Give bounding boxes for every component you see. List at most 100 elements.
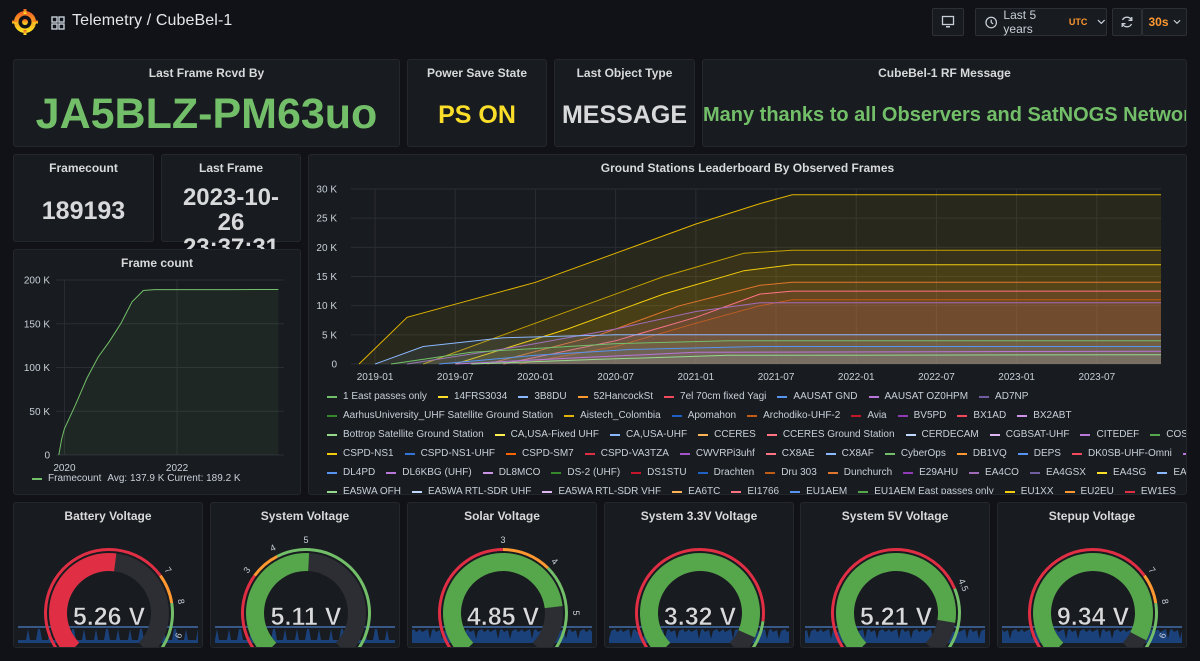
legend-item[interactable]: CSPD-NS1 [327, 444, 394, 463]
gauge-chart[interactable]: 0789109.34 V [998, 525, 1187, 647]
legend-item[interactable]: BX1AD [957, 406, 1006, 425]
gauge-chart[interactable]: 0789105.26 V [14, 525, 203, 647]
legend-item[interactable]: DB1VQ [956, 444, 1007, 463]
legend-item[interactable]: EW1ES [1124, 482, 1176, 494]
legend-item[interactable]: EA5WA QFH [327, 482, 401, 494]
legend-item[interactable]: CERDECAM [905, 425, 979, 444]
gauge-threshold-band [253, 555, 278, 577]
legend-item[interactable]: EU2EU [1064, 482, 1114, 494]
legend-item[interactable]: CWVRPi3uhf [679, 444, 755, 463]
legend-item[interactable]: AarhusUniversity_UHF Satellite Ground St… [327, 406, 553, 425]
clock-icon [985, 16, 998, 28]
legend-item[interactable]: DL4PD [327, 463, 375, 482]
legend-row: CSPD-NS1 CSPD-NS1-UHF CSPD-SM7 CSPD-VA3TZA C… [309, 444, 1186, 463]
legend-item[interactable]: EA5WA [1157, 463, 1186, 482]
legend-item[interactable]: Drachten [697, 463, 754, 482]
refresh-button[interactable] [1112, 8, 1142, 36]
legend-label: COSPAR 8049 [1166, 429, 1186, 440]
legend-item[interactable]: DL6KBG (UHF) [386, 463, 472, 482]
legend-item[interactable]: CGBSAT-UHF [989, 425, 1069, 444]
legend-item[interactable]: AAUSAT GND [777, 387, 858, 406]
legend-item[interactable]: 7el 70cm fixed Yagi [664, 387, 766, 406]
refresh-interval-label: 30s [1148, 15, 1169, 29]
legend-item[interactable]: EU1XX [1004, 482, 1054, 494]
legend-item[interactable]: Bottrop Satellite Ground Station [327, 425, 484, 444]
legend-item[interactable]: EU1AEM [790, 482, 847, 494]
gauge-panel: System 3.3V Voltage 03.63.32 V [604, 502, 794, 648]
legend-swatch [765, 452, 776, 455]
legend-item[interactable]: DK0SB-UHF-Omni [1071, 444, 1172, 463]
refresh-interval-picker[interactable]: 30s [1142, 8, 1187, 36]
legend-item[interactable]: EA4CO [969, 463, 1019, 482]
legend-row: AarhusUniversity_UHF Satellite Ground St… [309, 406, 1186, 425]
legend-item[interactable]: Apomahon [671, 406, 736, 425]
legend-item[interactable]: EA6TC [672, 482, 720, 494]
legend-label: CWVRPi3uhf [695, 448, 755, 459]
gauge-chart[interactable]: 034564.85 V [408, 525, 597, 647]
legend-item[interactable]: CCERES Ground Station [766, 425, 895, 444]
legend-item[interactable]: EI1766 [731, 482, 779, 494]
legend-item[interactable]: DS1STU [631, 463, 687, 482]
legend-item[interactable]: DK3WN [1182, 444, 1186, 463]
legend-item[interactable]: CSPD-NS1-UHF [404, 444, 495, 463]
legend-item[interactable]: E29AHU [903, 463, 958, 482]
top-bar: Telemetry / CubeBel-1 Last 5 years UTC 3… [0, 0, 1200, 46]
legend-item[interactable]: CA,USA-UHF [610, 425, 687, 444]
gauge-chart[interactable]: 0345105.11 V [211, 525, 400, 647]
legend-item[interactable]: CITEDEF [1080, 425, 1139, 444]
legend-item[interactable]: CyberOps [884, 444, 946, 463]
legend-label: E29AHU [919, 467, 959, 478]
legend-item[interactable]: EA5WA RTL-SDR VHF [542, 482, 661, 494]
legend-series-name[interactable]: Framecount [48, 473, 102, 484]
legend-swatch [1064, 490, 1075, 493]
legend-item[interactable]: CCERES [698, 425, 756, 444]
rf-message-value: Many thanks to all Observers and SatNOGS… [703, 104, 1187, 126]
gauge-chart[interactable]: 04.565.21 V [801, 525, 990, 647]
legend-item[interactable]: Archodiko-UHF-2 [747, 406, 840, 425]
legend-item[interactable]: Aistech_Colombia [564, 406, 661, 425]
legend-label: AD7NP [995, 391, 1029, 402]
legend-item[interactable]: COSPAR 8049 [1150, 425, 1186, 444]
legend-swatch [679, 452, 690, 455]
legend-item[interactable]: BX2ABT [1017, 406, 1072, 425]
legend-item[interactable]: Avia [851, 406, 887, 425]
legend-item[interactable]: Dru 303 [765, 463, 817, 482]
legend-item[interactable]: DL8MCO [482, 463, 540, 482]
legend-item[interactable]: 1 East passes only [327, 387, 427, 406]
legend-item[interactable]: AD7NP [979, 387, 1028, 406]
tv-mode-button[interactable] [932, 8, 964, 36]
legend-item[interactable]: CSPD-VA3TZA [584, 444, 669, 463]
last-frame-by-value: JA5BLZ-PM63uo [35, 90, 378, 138]
gauge-threshold-band [241, 574, 256, 647]
legend-swatch [32, 477, 42, 480]
legend-item[interactable]: 52HancockSt [577, 387, 653, 406]
gauge-chart[interactable]: 03.63.32 V [605, 525, 794, 647]
frame-count-chart[interactable]: 0 50 K 100 K 150 K 200 K 2020 2022 [14, 272, 301, 477]
legend-item[interactable]: EA5WA RTL-SDR UHF [411, 482, 531, 494]
legend-item[interactable]: DS-2 (UHF) [551, 463, 620, 482]
legend-item[interactable]: 3B8DU [518, 387, 567, 406]
legend-swatch [989, 433, 1000, 436]
legend-item[interactable]: 14FRS3034 [437, 387, 507, 406]
legend-item[interactable]: CX8AF [825, 444, 874, 463]
legend-item[interactable]: EU1AEM East passes only [858, 482, 994, 494]
legend-label: Bottrop Satellite Ground Station [343, 429, 484, 440]
grafana-logo-icon[interactable] [12, 9, 38, 35]
legend-item[interactable]: CX8AE [765, 444, 815, 463]
legend-item[interactable]: DEPS [1017, 444, 1061, 463]
legend-item[interactable]: CA,USA-Fixed UHF [494, 425, 599, 444]
legend-item[interactable]: CSPD-SM7 [506, 444, 574, 463]
dashboards-grid-icon[interactable] [51, 16, 65, 30]
legend-item[interactable]: EA4GSX [1029, 463, 1086, 482]
legend-swatch [664, 395, 675, 398]
panel-title: Stepup Voltage [1048, 509, 1136, 523]
legend-label: Archodiko-UHF-2 [763, 410, 841, 421]
breadcrumb[interactable]: Telemetry / CubeBel-1 [72, 12, 233, 29]
time-picker-button[interactable]: Last 5 years UTC [975, 8, 1107, 36]
legend-item[interactable]: Dunchurch [827, 463, 892, 482]
legend-label: DS-2 (UHF) [567, 467, 621, 478]
legend-item[interactable]: AAUSAT OZ0HPM [868, 387, 968, 406]
legend-item[interactable]: EA4SG [1096, 463, 1146, 482]
legend-item[interactable]: BV5PD [897, 406, 946, 425]
leaderboard-chart[interactable]: 0 5 K 10 K 15 K 20 K 25 K 30 K 2019-01 2019-07 20… [309, 177, 1187, 407]
